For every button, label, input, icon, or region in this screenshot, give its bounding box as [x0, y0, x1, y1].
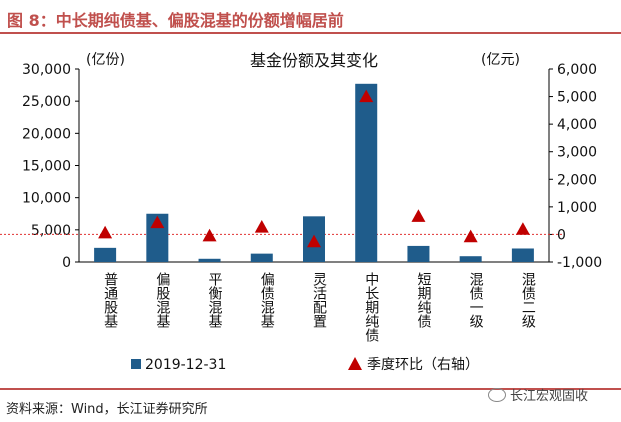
bar-平衡混基: [198, 258, 221, 262]
bar-偏债混基: [250, 253, 273, 262]
left-tick-label: 30,000: [22, 62, 71, 78]
legend-swatch-bar: [131, 359, 141, 369]
category-label: 普通股基: [102, 272, 118, 328]
category-label: 偏债混基: [259, 272, 275, 328]
bar-中长期纯债: [355, 83, 378, 263]
right-tick-label: 5,000: [557, 90, 597, 106]
category-label: 混债二级: [520, 272, 536, 328]
chart-title: 基金份额及其变化: [250, 51, 378, 70]
right-tick-label: 0: [557, 227, 566, 243]
right-axis-unit: (亿元): [481, 52, 520, 68]
bar-混债二级: [511, 248, 534, 262]
left-tick-label: 25,000: [22, 94, 71, 110]
category-label: 偏股混基: [154, 272, 170, 328]
watermark-text: 长江宏观固收: [510, 389, 589, 404]
watermark: 长江宏观固收: [488, 385, 588, 404]
source-note: 资料来源：Wind，长江证券研究所: [6, 402, 208, 417]
legend-label-bar: 2019-12-31: [145, 357, 226, 373]
triangle-marker-中长期纯债: [359, 89, 374, 103]
triangle-marker-灵活配置: [307, 234, 321, 248]
figure-title-bar: 图 8：中长期纯债基、偏股混基的份额增幅居前: [0, 0, 621, 34]
triangle-marker-短期纯债: [411, 209, 426, 222]
triangle-marker-偏债混基: [254, 219, 269, 233]
triangle-marker-混债一级: [463, 229, 478, 243]
right-tick-label: 2,000: [557, 172, 597, 188]
left-axis-unit: (亿份): [86, 52, 125, 68]
wechat-icon: [488, 387, 506, 402]
left-tick-label: 5,000: [31, 223, 71, 239]
right-tick-label: 4,000: [557, 117, 597, 133]
left-tick-label: 10,000: [22, 191, 71, 207]
triangle-marker-偏股混基: [150, 215, 165, 229]
right-tick-label: -1,000: [557, 255, 602, 271]
triangle-marker-混债二级: [515, 222, 530, 235]
source-divider: [0, 388, 621, 390]
right-tick-label: 6,000: [557, 62, 597, 78]
right-tick-label: 3,000: [557, 145, 597, 161]
category-label: 灵活配置: [311, 272, 327, 328]
bar-短期纯债: [407, 245, 430, 262]
category-label: 平衡混基: [207, 272, 223, 328]
category-label: 中长期纯债: [363, 272, 379, 342]
left-tick-label: 15,000: [22, 159, 71, 175]
figure-title: 图 8：中长期纯债基、偏股混基的份额增幅居前: [7, 11, 344, 30]
right-tick-label: 1,000: [557, 200, 597, 216]
triangle-marker-平衡混基: [202, 228, 217, 242]
bar-普通股基: [94, 247, 117, 262]
bar-混债一级: [459, 256, 482, 262]
legend-label-triangle: 季度环比（右轴）: [367, 357, 479, 373]
left-tick-label: 0: [62, 255, 71, 271]
legend-swatch-triangle: [348, 357, 362, 370]
triangle-marker-普通股基: [98, 225, 113, 239]
category-label: 短期纯债: [415, 272, 431, 328]
category-label: 混债一级: [468, 272, 484, 328]
title-divider: [0, 32, 621, 34]
left-tick-label: 20,000: [22, 126, 71, 142]
